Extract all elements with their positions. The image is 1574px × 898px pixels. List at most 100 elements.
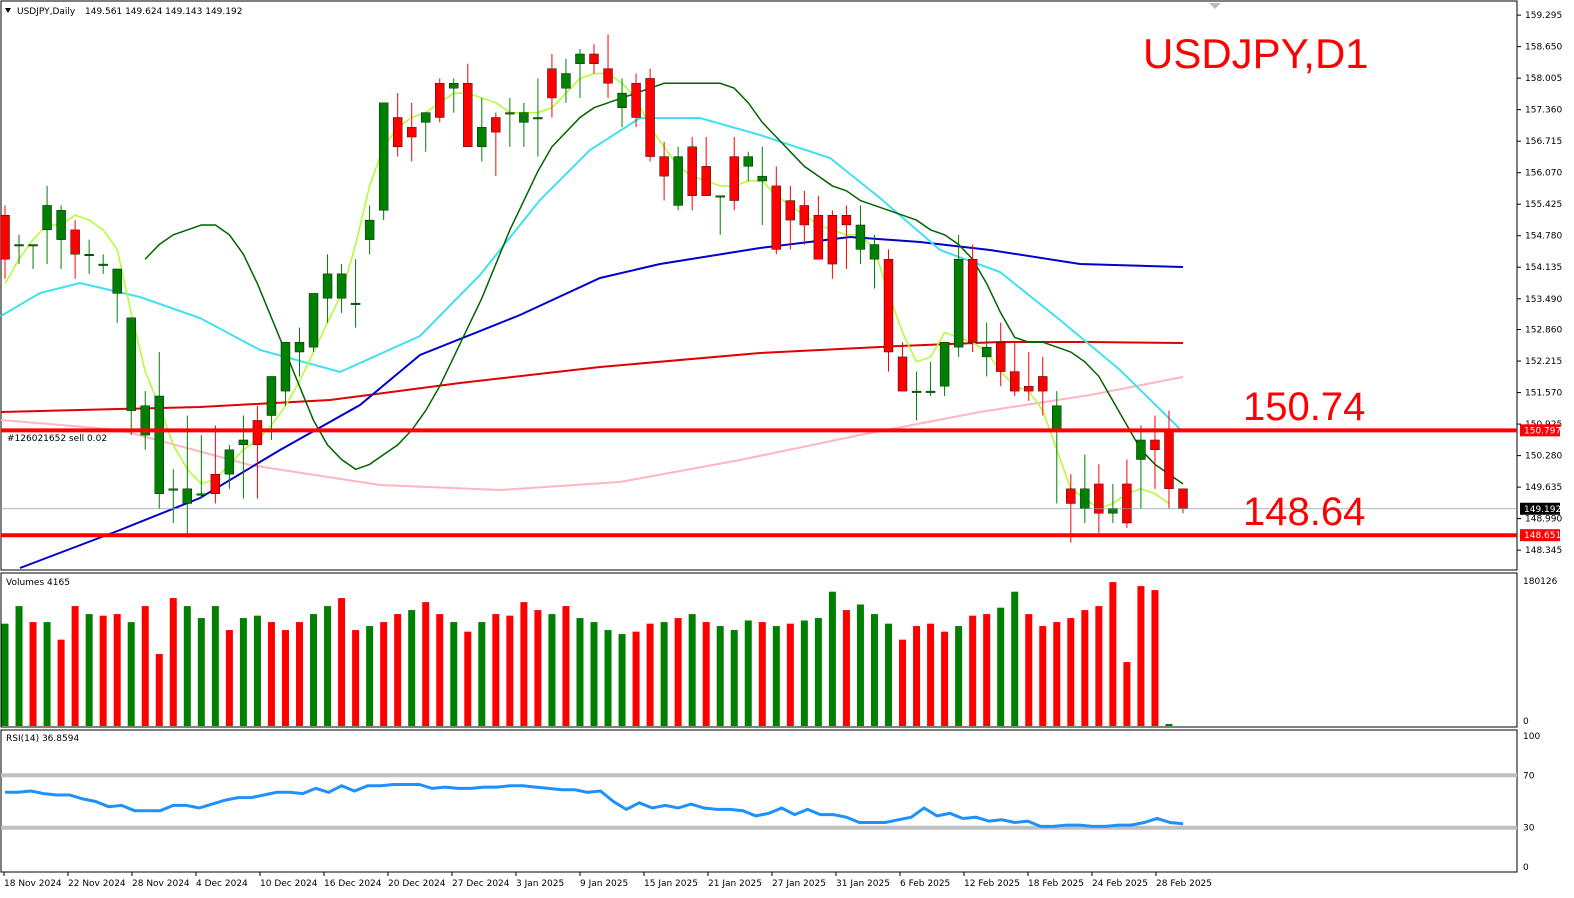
volume-bar xyxy=(674,618,682,726)
candle xyxy=(771,166,782,255)
candle-body xyxy=(463,83,473,148)
candle xyxy=(855,205,866,265)
volume-bar xyxy=(43,622,51,726)
candle xyxy=(28,244,38,269)
candle-body xyxy=(56,210,66,240)
volume-bar xyxy=(29,622,37,726)
price-tick-label: 149.635 xyxy=(1525,483,1562,493)
price-tick-label: 151.570 xyxy=(1525,389,1562,399)
candle xyxy=(1094,464,1104,533)
candle xyxy=(925,361,936,396)
candle-body xyxy=(140,405,150,436)
price-tick-label: 158.005 xyxy=(1525,74,1562,84)
volume-bar xyxy=(576,618,584,726)
candle-body xyxy=(659,156,669,177)
volume-bar xyxy=(983,614,991,726)
candle-body xyxy=(561,73,571,89)
candle xyxy=(1150,415,1160,489)
date-tick-label: 3 Jan 2025 xyxy=(516,879,564,889)
volume-bar xyxy=(127,622,135,726)
big-symbol-title: USDJPY,D1 xyxy=(1143,30,1369,77)
date-tick-label: 22 Nov 2024 xyxy=(68,879,126,889)
volume-bar xyxy=(1025,614,1033,726)
candle-body xyxy=(785,200,796,221)
volume-bar xyxy=(211,606,219,726)
candle xyxy=(757,146,767,225)
price-tag-high-box xyxy=(1520,424,1560,437)
chart-shift-marker-icon[interactable] xyxy=(1209,3,1221,9)
price-tick-label: 157.360 xyxy=(1525,106,1562,116)
candle-body xyxy=(897,356,908,392)
candle-body xyxy=(1164,429,1174,490)
candle xyxy=(364,205,375,255)
header-dropdown-icon[interactable] xyxy=(5,8,11,13)
volume-bar xyxy=(338,598,346,726)
volume-min-label: 0 xyxy=(1523,717,1529,727)
candle xyxy=(168,469,178,524)
date-tick-label: 4 Dec 2024 xyxy=(196,879,248,889)
candle-body xyxy=(0,215,10,260)
candle xyxy=(322,254,333,323)
candle xyxy=(42,185,52,265)
volume-bar xyxy=(57,639,65,726)
candles xyxy=(0,34,1188,543)
candle xyxy=(533,78,543,157)
level-low-label: 148.64 xyxy=(1243,490,1365,534)
candle xyxy=(575,49,585,98)
volume-bar xyxy=(253,615,261,726)
candle-body xyxy=(1122,483,1132,524)
candle xyxy=(869,234,880,289)
candle xyxy=(603,34,613,98)
price-tag-current-box xyxy=(1520,502,1560,515)
price-tag-high-text: 150.797 xyxy=(1524,426,1561,436)
volume-bar xyxy=(1011,591,1019,726)
candle-body xyxy=(1066,488,1076,504)
candle xyxy=(308,293,319,353)
volume-bar xyxy=(197,618,205,726)
candle-body xyxy=(1080,488,1090,509)
candle xyxy=(449,78,459,113)
volume-max-label: 180126 xyxy=(1523,577,1558,587)
candle xyxy=(939,342,950,396)
candle xyxy=(463,63,473,148)
ma-lime-line xyxy=(4,72,1170,510)
candle-body xyxy=(435,83,445,118)
volume-bar xyxy=(169,598,177,726)
candle-body xyxy=(995,342,1006,372)
candle-body xyxy=(771,185,782,250)
price-tag-low-box xyxy=(1520,529,1560,542)
rsi-axis-label: 70 xyxy=(1523,771,1535,781)
candle-body xyxy=(308,293,319,348)
ma-red-line xyxy=(0,341,1184,413)
candle xyxy=(56,205,66,269)
candle-body xyxy=(953,258,964,348)
volume-bar xyxy=(1151,590,1159,726)
candle-body xyxy=(1150,439,1160,450)
volume-bar xyxy=(99,615,107,726)
level-high-label: 150.74 xyxy=(1243,385,1365,429)
candle xyxy=(350,259,361,328)
candle-body xyxy=(701,166,711,196)
candle-body xyxy=(589,53,599,64)
candle xyxy=(659,141,669,201)
volume-bar xyxy=(394,614,402,726)
volume-bar xyxy=(814,618,822,726)
axes: 159.295 158.650 158.005 157.360 156.715 156.0… xyxy=(3,11,1562,889)
candle xyxy=(70,220,80,279)
date-tick-label: 31 Jan 2025 xyxy=(836,879,890,889)
date-tick-label: 21 Jan 2025 xyxy=(708,879,762,889)
candle-body xyxy=(981,346,992,358)
candle-body xyxy=(477,127,487,148)
ma-cyan-line xyxy=(0,117,1184,433)
volume-bar xyxy=(155,654,163,726)
price-tick-label: 156.070 xyxy=(1525,169,1562,179)
date-tick-label: 9 Jan 2025 xyxy=(580,879,628,889)
candle xyxy=(589,44,599,74)
price-tick-label: 156.715 xyxy=(1525,137,1562,147)
candle-body xyxy=(715,195,725,198)
price-tick-label: 158.650 xyxy=(1525,43,1562,53)
candle xyxy=(252,405,263,499)
candle-body xyxy=(743,156,753,167)
candle-body xyxy=(154,395,164,494)
candle xyxy=(1024,352,1034,401)
